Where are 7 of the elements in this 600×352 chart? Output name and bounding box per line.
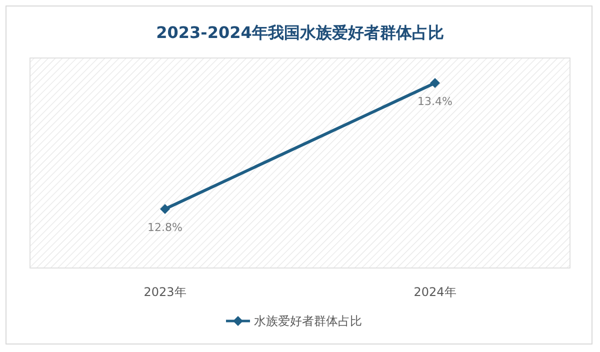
data-label: 12.8% <box>148 220 182 234</box>
data-label: 13.4% <box>418 94 452 108</box>
legend: 水族爱好者群体占比 <box>226 314 362 328</box>
chart-title: 2023-2024年我国水族爱好者群体占比 <box>156 23 444 42</box>
x-tick-label: 2023年 <box>144 285 186 299</box>
x-tick-label: 2024年 <box>414 285 456 299</box>
legend-label: 水族爱好者群体占比 <box>254 314 362 328</box>
